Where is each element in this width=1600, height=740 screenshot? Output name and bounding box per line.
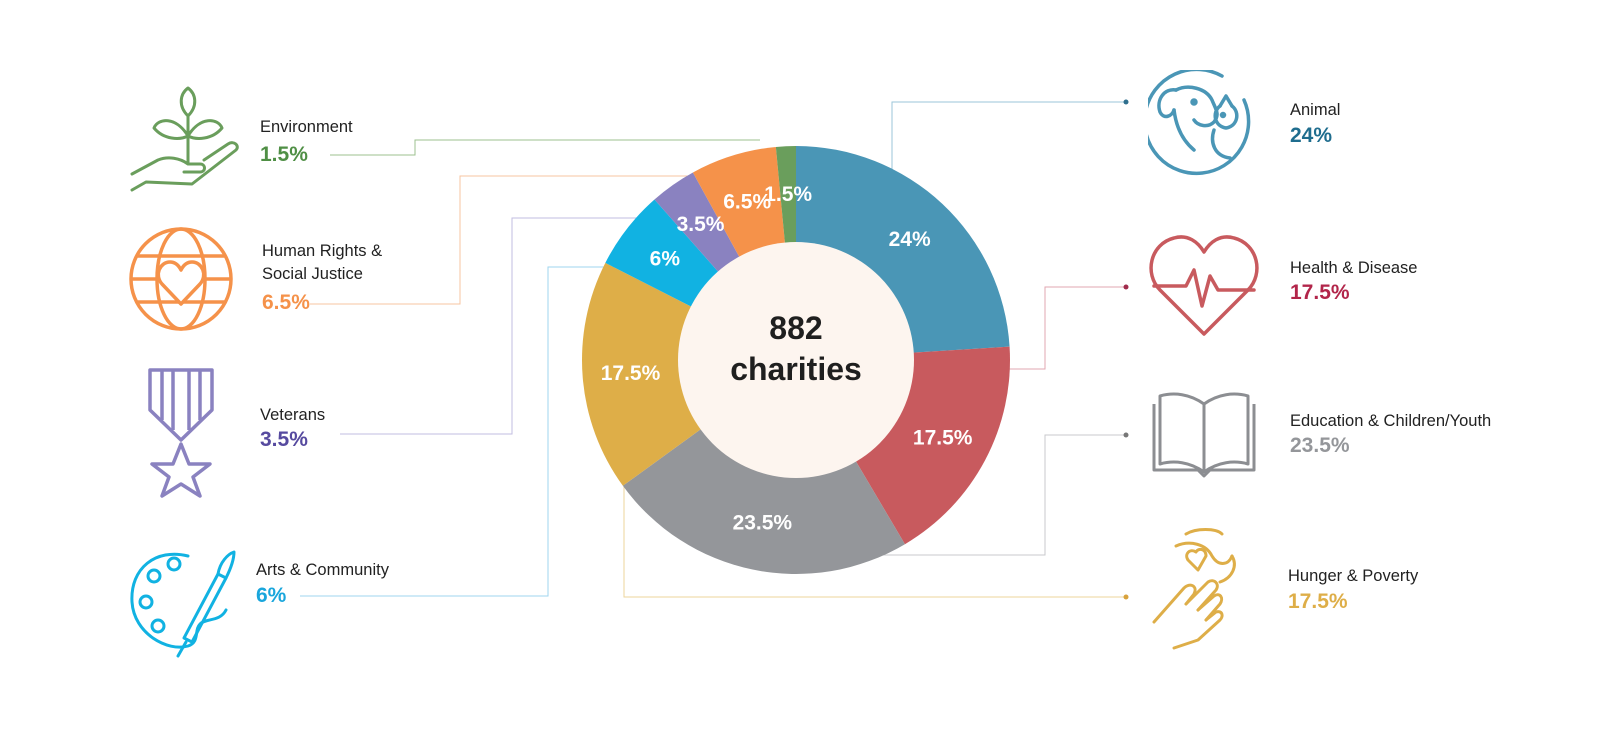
veterans-percent: 3.5% <box>260 428 308 451</box>
dog-cat-icon <box>1148 70 1251 176</box>
center-caption: charities <box>730 351 862 387</box>
hands-heart-icon <box>1152 528 1236 650</box>
center-count: 882 <box>769 310 822 346</box>
human-rights-percent: 6.5% <box>262 291 310 314</box>
leader-dot-education <box>1123 432 1129 438</box>
education-label: Education & Children/Youth <box>1290 412 1492 430</box>
leader-line-health <box>980 286 1126 370</box>
animal-percent: 24% <box>1290 124 1333 147</box>
globe-heart-icon <box>129 227 233 331</box>
slice-label-animal: 24% <box>889 228 931 251</box>
leader-dot-health <box>1123 284 1129 290</box>
leader-line-animal <box>891 101 1126 180</box>
slice-label-education-children-youth: 23.5% <box>733 512 793 535</box>
arts-label: Arts & Community <box>256 561 389 579</box>
leader-lines <box>300 99 1129 600</box>
leader-dot-animal <box>1123 99 1129 105</box>
slice-label-environment: 1.5% <box>764 183 812 206</box>
health-percent: 17.5% <box>1290 281 1350 304</box>
leader-line-hunger <box>623 470 1126 598</box>
health-label: Health & Disease <box>1290 259 1418 277</box>
environment-percent: 1.5% <box>260 143 308 166</box>
palette-brush-icon <box>130 550 236 658</box>
hunger-label: Hunger & Poverty <box>1288 567 1419 585</box>
donut-center <box>678 242 914 478</box>
hunger-percent: 17.5% <box>1288 590 1348 613</box>
slice-labels: 24% 17.5% 23.5% 17.5% 6% 3.5%6.5%1.5% <box>601 183 973 534</box>
slice-label-health-disease: 17.5% <box>913 427 973 450</box>
plant-in-hand-icon <box>130 86 239 192</box>
animal-label: Animal <box>1290 101 1341 119</box>
open-book-icon <box>1152 392 1256 478</box>
leader-line-education <box>840 434 1126 556</box>
human-rights-label: Human Rights & <box>262 242 383 260</box>
heart-pulse-icon <box>1149 235 1259 336</box>
human-rights-label-line2: Social Justice <box>262 265 363 283</box>
leader-line-environment <box>330 139 760 156</box>
slice-label-human-rights-social-justice: 6.5% <box>723 190 771 213</box>
environment-label: Environment <box>260 118 353 136</box>
veterans-label: Veterans <box>260 406 326 424</box>
medal-star-icon <box>148 368 214 498</box>
education-percent: 23.5% <box>1290 434 1350 457</box>
leader-line-veterans <box>340 217 680 435</box>
arts-percent: 6% <box>256 584 287 607</box>
slice-label-arts-community: 6% <box>650 247 681 270</box>
leader-line-human-rights <box>310 175 712 305</box>
leader-dot-hunger <box>1123 594 1129 600</box>
slice-label-veterans: 3.5% <box>677 213 725 236</box>
slice-label-hunger-poverty: 17.5% <box>601 362 661 385</box>
